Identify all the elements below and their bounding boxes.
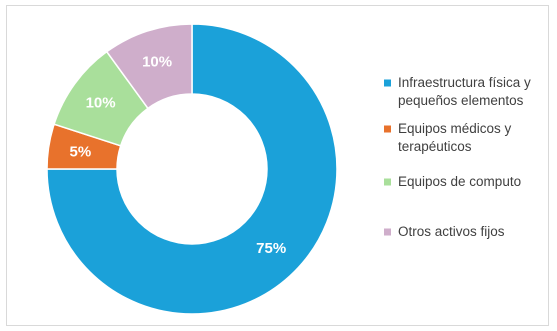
legend-label-3-line-0: Otros activos fijos (398, 224, 505, 239)
slice-label-3: 10% (142, 54, 172, 71)
slice-labels: 75% 5% 10% 10% (70, 54, 287, 258)
legend-item-2: Equipos de computo (384, 174, 521, 189)
legend-item-1: Equipos médicos y terapéuticos (384, 121, 512, 154)
legend-label-1-line-1: terapéuticos (398, 139, 472, 154)
legend-item-0: Infraestructura física y pequeños element… (384, 75, 531, 108)
slice-3 (105, 23, 193, 110)
slice-label-0: 75% (256, 240, 286, 257)
legend-marker-1 (384, 125, 391, 133)
legend-label-0-line-1: pequeños elementos (398, 93, 524, 108)
legend: Infraestructura física y pequeños element… (384, 75, 531, 239)
legend-marker-2 (384, 178, 391, 186)
legend-item-3: Otros activos fijos (384, 224, 505, 239)
slice-0 (46, 23, 338, 315)
donut-slices (46, 23, 338, 315)
legend-label-2-line-0: Equipos de computo (398, 174, 521, 189)
legend-label-1-line-0: Equipos médicos y (398, 121, 512, 136)
slice-label-1: 5% (70, 143, 92, 160)
legend-label-0-line-0: Infraestructura física y (398, 75, 531, 90)
legend-marker-3 (384, 228, 391, 236)
legend-marker-0 (384, 79, 391, 87)
slice-label-2: 10% (86, 95, 116, 112)
